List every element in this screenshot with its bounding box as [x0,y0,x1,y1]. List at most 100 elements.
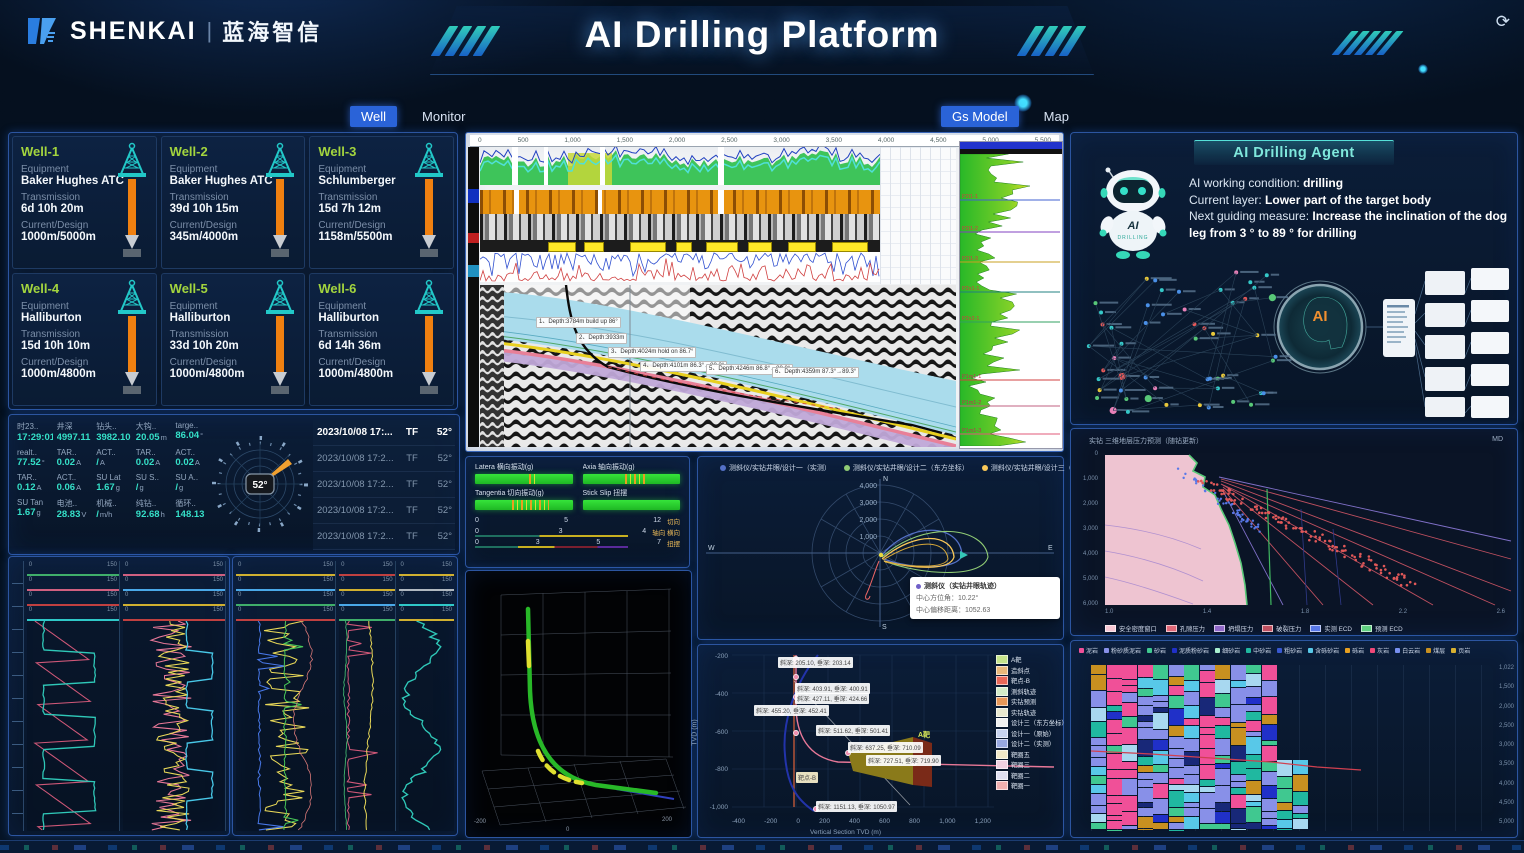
legend-item[interactable]: 靶圈五 [996,750,1058,759]
legend-item[interactable]: 泥质粉砂岩 [1172,646,1209,655]
axis-tick: 3,500 [1499,761,1514,767]
scatter-point [1250,523,1252,525]
legend-item[interactable]: 细砂岩 [1215,646,1240,655]
tab-well[interactable]: Well [350,106,397,127]
scatter-point [1351,554,1354,557]
value: 1.67 [17,507,36,518]
telemetry-value: 77.52° [17,457,53,468]
legend-item[interactable]: 预测 ECD [1361,624,1403,633]
well-card[interactable]: Well-5 Equipment Halliburton Transmissio… [161,273,306,406]
vibration-bar: Tangentia 切向振动(g) [475,488,573,510]
refresh-icon[interactable]: ⟳ [1496,12,1510,32]
telemetry-value: 0.02A [136,457,172,468]
well-card[interactable]: Well-4 Equipment Halliburton Transmissio… [12,273,157,406]
telemetry-value: /g [136,482,172,493]
legend-item[interactable]: 破裂压力 [1262,624,1301,633]
scatter-point [1247,518,1249,520]
well-card[interactable]: Well-3 Equipment Schlumberger Transmissi… [309,136,454,269]
legend-item[interactable]: A靶 [996,655,1058,664]
legend-swatch [1370,648,1375,653]
legend-item[interactable]: 设计一（原始） [996,729,1058,738]
ruler-tick: 2,500 [721,137,737,144]
tabs-right: Gs Model Map [941,106,1080,127]
legend-item[interactable]: 煤层 [1426,646,1445,655]
telemetry-cell: TAR.. 0.02A [136,448,172,468]
well-card[interactable]: Well-1 Equipment Baker Hughes ATC Transm… [12,136,157,269]
legend-item[interactable]: 设计三（东方坐标） [996,718,1058,727]
legend-item[interactable]: 实钻轨迹 [996,708,1058,717]
legend-item[interactable]: 中砂岩 [1246,646,1271,655]
legend-item[interactable]: 页岩 [1451,646,1470,655]
scatter-point [1403,576,1406,579]
scatter-point [1368,558,1371,561]
legend-item[interactable]: 含砾砂岩 [1308,646,1339,655]
scale-tick: 0 [475,517,479,524]
legend-item[interactable]: 设计二（实测） [996,739,1058,748]
scatter-point [1220,489,1223,492]
scatter-point [1267,511,1270,514]
radial-tick: 2,000 [859,517,877,524]
chart-title: 实钻 三维地层压力预测（随钻更新） [1089,436,1203,446]
tf-angle: 52° [426,531,455,542]
legend-item[interactable]: 靶点-B [996,676,1058,685]
tab-monitor[interactable]: Monitor [411,106,476,127]
legend-item[interactable]: 实钻预测 [996,697,1058,706]
telemetry-cell: SU Lat 1.67g [96,473,132,493]
scatter-point [1331,545,1334,548]
legend-item[interactable]: 白云岩 [1395,646,1420,655]
graph-node-label [1276,296,1288,298]
tab-gs-model[interactable]: Gs Model [941,106,1019,127]
telemetry-value: 0.02A [57,457,93,468]
legend-item[interactable]: 安全密度窗口 [1105,624,1157,633]
scatter-point [1388,572,1391,575]
graph-node-label [1099,302,1118,304]
scatter-point [1220,498,1222,500]
log-curve [344,621,348,830]
legend-item[interactable]: 砾岩 [1345,646,1364,655]
annotation-chip: 斜深: 727.51, 垂深: 719.90 [866,755,941,766]
legend-label: 靶圈五 [1011,750,1030,759]
scatter-point [1292,527,1295,530]
legend-item[interactable]: 测斜轨迹 [996,687,1058,696]
md-selector[interactable]: MD [1492,436,1503,443]
legend-item[interactable]: 泥岩 [1079,646,1098,655]
legend-item[interactable]: 靶圈三 [996,760,1058,769]
legend-label: 造斜点 [1011,666,1030,675]
legend-item[interactable]: 靶圈二 [996,771,1058,780]
telemetry-value: 1.67g [17,507,53,518]
trajectory-3d-panel[interactable]: -200 0 200 [465,570,692,838]
legend-swatch [1310,625,1321,632]
legend-item[interactable]: 粗砂岩 [1277,646,1302,655]
annotation-chip: 斜深: 1151.13, 垂深: 1050.97 [816,801,897,812]
legend-item[interactable]: 造斜点 [996,666,1058,675]
telemetry-grid: 时23.. 17:29:01 井深 4997.11 钻头.. 3982.10 大… [17,421,211,520]
legend-item[interactable]: 测斜仪/实钻井眼/设计一（实测） [720,463,831,473]
legend-item[interactable]: 孔隙压力 [1166,624,1205,633]
scale-tick: 5 [596,539,600,546]
scatter-point [1336,550,1339,553]
legend-item[interactable]: 测斜仪/实钻井眼/设计二（东方坐标） [844,463,969,473]
scatter-point [1239,516,1241,518]
legend-swatch [1361,625,1372,632]
legend-item[interactable]: 靶圈一 [996,781,1058,790]
legend-swatch [996,666,1008,675]
legend-item[interactable]: 粉砂质泥岩 [1104,646,1141,655]
well-card[interactable]: Well-2 Equipment Baker Hughes ATC Transm… [161,136,306,269]
legend-dot [982,465,988,471]
legend-label: 页岩 [1458,646,1470,655]
axis-tick: 0 [566,827,570,833]
legend-item[interactable]: 灰岩 [1370,646,1389,655]
scatter-point [1258,511,1261,514]
tab-map[interactable]: Map [1033,106,1080,127]
well-card[interactable]: Well-6 Equipment Halliburton Transmissio… [309,273,454,406]
legend-item[interactable]: 实测 ECD [1310,624,1352,633]
legend-item[interactable]: 坍塌压力 [1214,624,1253,633]
vibration-gauge [583,500,681,510]
radial-tick: 3,000 [859,500,877,507]
value: 20.05 [136,432,160,443]
tf-angle: 52° [426,505,455,516]
value: 0.02 [57,457,76,468]
legend-item[interactable]: 砂岩 [1147,646,1166,655]
